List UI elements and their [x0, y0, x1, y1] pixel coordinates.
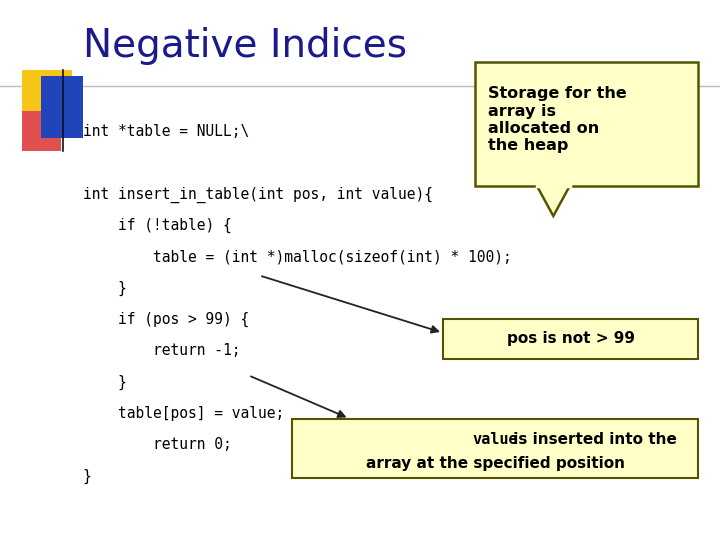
Text: is inserted into the: is inserted into the [508, 432, 677, 447]
Text: return -1;: return -1; [83, 343, 240, 359]
Text: if (!table) {: if (!table) { [83, 218, 232, 233]
Text: table[pos] = value;: table[pos] = value; [83, 406, 284, 421]
FancyBboxPatch shape [475, 62, 698, 186]
Bar [22, 111, 61, 151]
Text: value: value [472, 432, 518, 447]
FancyBboxPatch shape [443, 319, 698, 359]
Text: }: } [83, 281, 127, 296]
Text: pos is not > 99: pos is not > 99 [507, 332, 634, 346]
Text: }: } [83, 469, 91, 484]
FancyBboxPatch shape [292, 418, 698, 478]
Text: table = (int *)malloc(sizeof(int) * 100);: table = (int *)malloc(sizeof(int) * 100)… [83, 249, 511, 265]
Text: Storage for the
array is
allocated on
the heap: Storage for the array is allocated on th… [488, 86, 627, 153]
Bar [41, 76, 83, 138]
Text: return 0;: return 0; [83, 437, 232, 453]
Bar [22, 70, 72, 116]
Text: Negative Indices: Negative Indices [83, 27, 407, 65]
Text: array at the specified position: array at the specified position [366, 456, 624, 470]
Text: }: } [83, 375, 127, 390]
Text: int *table = NULL;\: int *table = NULL;\ [83, 124, 249, 139]
Polygon shape [537, 186, 570, 216]
Text: if (pos > 99) {: if (pos > 99) { [83, 312, 249, 327]
Text: int insert_in_table(int pos, int value){: int insert_in_table(int pos, int value){ [83, 187, 433, 203]
